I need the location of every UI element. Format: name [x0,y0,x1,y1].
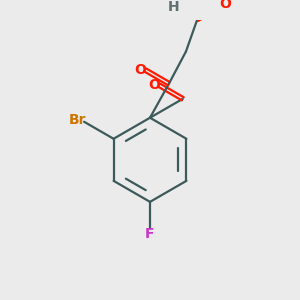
Text: Br: Br [69,113,87,127]
Text: O: O [148,78,160,92]
Text: O: O [134,63,146,77]
Text: F: F [145,227,155,241]
Text: O: O [219,0,231,11]
Text: H: H [168,0,179,14]
